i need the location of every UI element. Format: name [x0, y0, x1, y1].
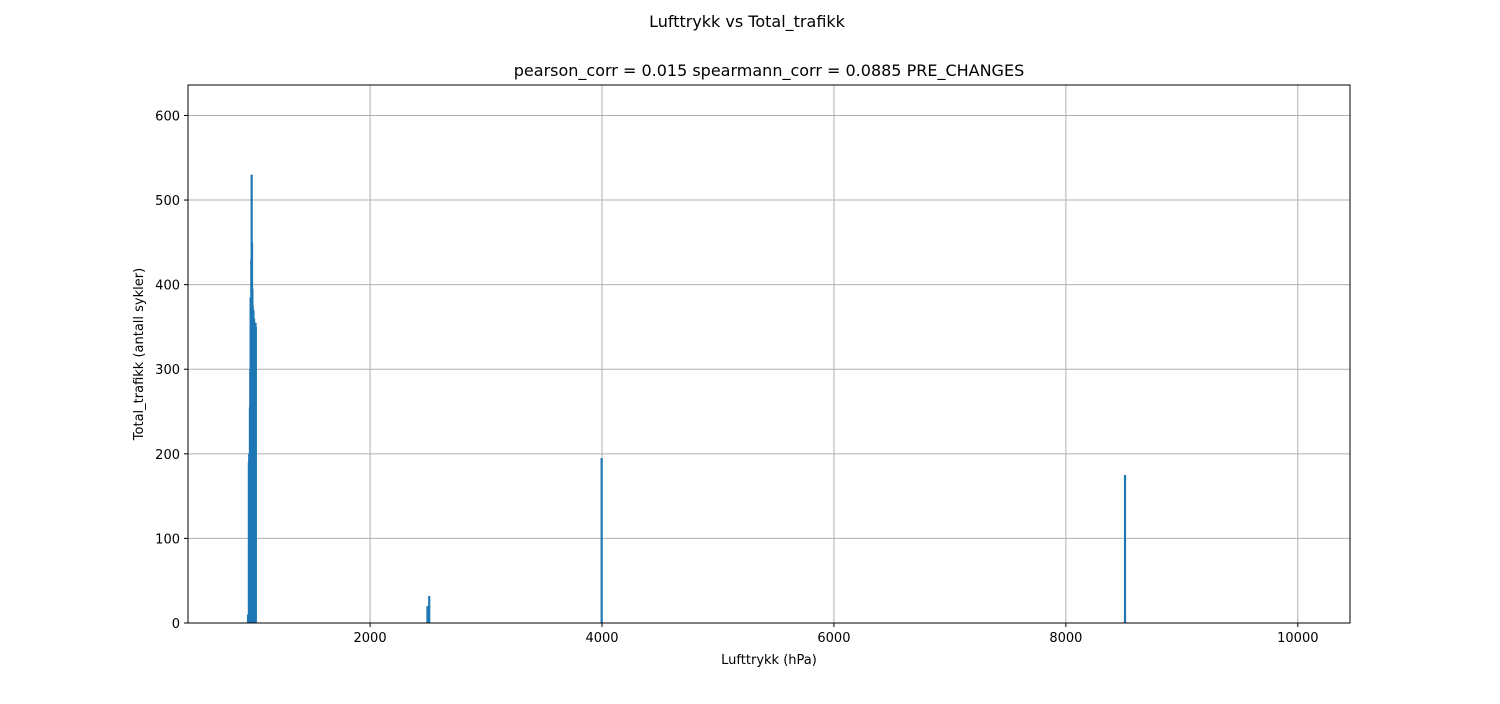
- y-tick-label: 600: [155, 109, 180, 124]
- y-tick-label: 100: [155, 532, 180, 547]
- y-axis-label: Total_trafikk (antall sykler): [132, 268, 147, 441]
- y-tick-label: 400: [155, 279, 180, 294]
- bar: [600, 458, 603, 623]
- x-tick-label: 10000: [1277, 631, 1318, 646]
- bar: [426, 606, 429, 623]
- axes-title: pearson_corr = 0.015 spearmann_corr = 0.…: [514, 61, 1024, 81]
- plot-frame: [187, 84, 1351, 624]
- x-tick-label: 4000: [585, 631, 618, 646]
- x-tick-label: 8000: [1049, 631, 1082, 646]
- bar: [1123, 474, 1127, 623]
- y-tick-label: 500: [155, 194, 180, 209]
- y-tick-label: 300: [155, 363, 180, 378]
- y-tick-label: 200: [155, 448, 180, 463]
- bar: [428, 595, 431, 623]
- figure-suptitle: Lufttrykk vs Total_trafikk: [649, 12, 846, 32]
- axis-ticks: 2000 4000 6000 8000 10000 0 100 200 300 400 500 600: [155, 109, 1318, 646]
- y-tick-label: 0: [172, 617, 180, 632]
- x-tick-label: 6000: [817, 631, 850, 646]
- bars: [246, 174, 1127, 623]
- x-axis-label: Lufttrykk (hPa): [721, 653, 817, 668]
- bar: [254, 326, 257, 623]
- x-tick-label: 2000: [354, 631, 387, 646]
